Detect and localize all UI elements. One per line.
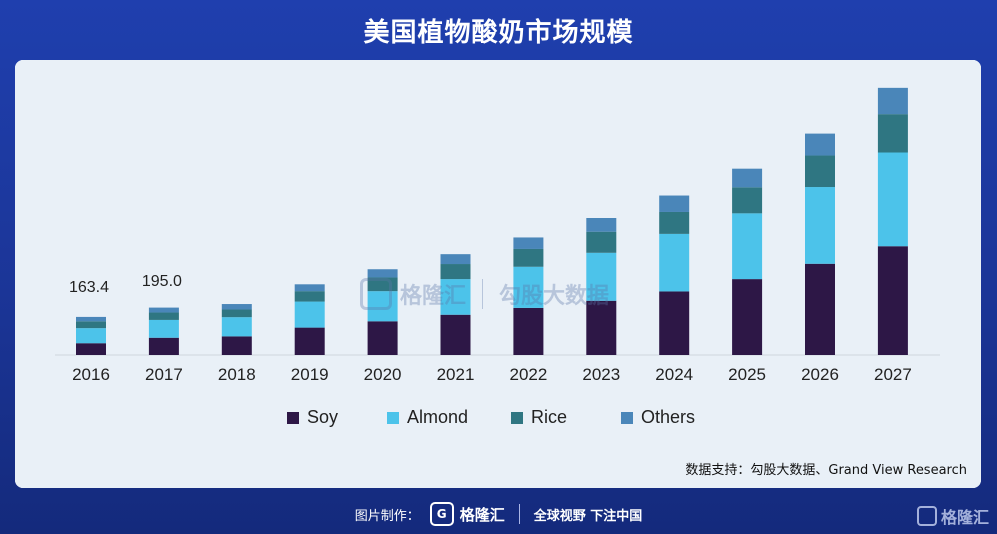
bar-almond-2024	[659, 233, 690, 292]
bar-soy-2020	[367, 321, 398, 355]
x-tick-label: 2017	[145, 365, 183, 384]
stacked-bar-chart: 2016 2017 2018 2019 2020 2021 2022 2023 2024 2025…	[55, 87, 940, 427]
bar-soy-2026	[805, 263, 835, 355]
page-title: 美国植物酸奶市场规模	[363, 18, 634, 48]
bar-others-2025	[732, 168, 763, 188]
bar-rice-2023	[586, 231, 617, 253]
legend-label-almond: Almond	[407, 407, 468, 427]
bar-almond-2025	[732, 213, 763, 280]
bar-soy-2023	[586, 300, 617, 355]
bar-others-2020	[367, 269, 398, 278]
x-tick-label: 2018	[218, 365, 256, 384]
bar-almond-2027	[877, 152, 908, 247]
bar-soy-2022	[513, 307, 544, 355]
bar-rice-2027	[877, 114, 908, 153]
bar-others-2023	[586, 218, 617, 232]
bar-almond-2018	[221, 317, 252, 337]
footer-separator	[518, 504, 520, 524]
bar-rice-2016	[76, 321, 106, 329]
bar-soy-2018	[221, 336, 252, 355]
watermark: 格隆汇 勾股大数据	[360, 274, 609, 314]
bar-rice-2024	[659, 211, 690, 234]
bar-soy-2017	[148, 337, 179, 355]
chart-area: 2016 2017 2018 2019 2020 2021 2022 2023 2024 2025…	[15, 60, 981, 488]
bar-almond-2021	[440, 279, 471, 315]
bar-soy-2025	[732, 279, 763, 355]
data-label: 195.0	[142, 273, 182, 290]
x-tick-label: 2019	[291, 365, 329, 384]
corner-g-icon	[916, 506, 937, 526]
bar-rice-2019	[294, 291, 325, 302]
chart-card: 2016 2017 2018 2019 2020 2021 2022 2023 2024 2025…	[15, 60, 981, 488]
bar-almond-2022	[513, 266, 544, 308]
bar-rice-2025	[732, 187, 763, 214]
footer-logo: G 格隆汇	[429, 502, 505, 526]
bar-rice-2017	[148, 312, 179, 320]
bar-rice-2026	[805, 155, 835, 188]
bar-soy-2019	[294, 327, 325, 355]
x-tick-label: 2026	[801, 365, 839, 384]
bar-others-2016	[76, 316, 106, 322]
bar-rice-2018	[221, 309, 252, 318]
bar-others-2021	[440, 254, 471, 265]
bar-soy-2016	[76, 343, 106, 355]
bar-rice-2022	[513, 248, 544, 267]
watermark-logo-icon	[360, 278, 392, 310]
legend-swatch-others	[621, 412, 633, 424]
bar-almond-2026	[805, 187, 835, 264]
bar-others-2026	[805, 133, 835, 156]
footer-slogan: 全球视野 下注中国	[533, 508, 643, 524]
legend-swatch-soy	[287, 412, 299, 424]
x-tick-label: 2023	[582, 365, 620, 384]
bar-others-2017	[148, 307, 179, 313]
bar-soy-2024	[659, 291, 690, 355]
legend-label-rice: Rice	[531, 407, 567, 427]
bar-soy-2021	[440, 314, 471, 355]
bar-others-2022	[513, 237, 544, 249]
footer-made-by: 图片制作：	[354, 508, 420, 524]
x-tick-label: 2027	[874, 365, 912, 384]
bar-rice-2021	[440, 264, 471, 280]
legend-label-others: Others	[641, 407, 695, 427]
bar-almond-2020	[367, 291, 398, 322]
source-note: 数据支持：勾股大数据、Grand View Research	[685, 463, 967, 478]
bar-almond-2016	[76, 328, 106, 344]
bar-almond-2017	[148, 319, 179, 338]
legend-swatch-almond	[387, 412, 399, 424]
bar-others-2019	[294, 284, 325, 292]
bar-soy-2027	[877, 246, 908, 355]
x-tick-label: 2016	[72, 365, 110, 384]
x-tick-label: 2020	[364, 365, 402, 384]
data-label: 163.4	[69, 279, 109, 296]
legend-swatch-rice	[511, 412, 523, 424]
bar-almond-2019	[294, 301, 325, 328]
legend-label-soy: Soy	[307, 407, 338, 427]
footer-brand: 格隆汇	[459, 505, 505, 524]
x-tick-label: 2021	[437, 365, 475, 384]
corner-brand: 格隆汇	[940, 508, 989, 527]
x-tick-label: 2025	[728, 365, 766, 384]
footer: 图片制作： G 格隆汇 全球视野 下注中国	[0, 494, 997, 534]
bar-others-2027	[877, 87, 908, 115]
brand-g-icon: G	[429, 502, 454, 526]
bar-others-2024	[659, 195, 690, 212]
watermark-separator	[482, 279, 484, 309]
watermark-brand: 格隆汇	[400, 284, 467, 309]
corner-logo: 格隆汇	[916, 504, 989, 528]
x-tick-label: 2022	[509, 365, 547, 384]
bar-others-2018	[221, 304, 252, 310]
watermark-brand2: 勾股大数据	[499, 284, 610, 309]
x-tick-label: 2024	[655, 365, 693, 384]
bar-almond-2023	[586, 252, 617, 301]
